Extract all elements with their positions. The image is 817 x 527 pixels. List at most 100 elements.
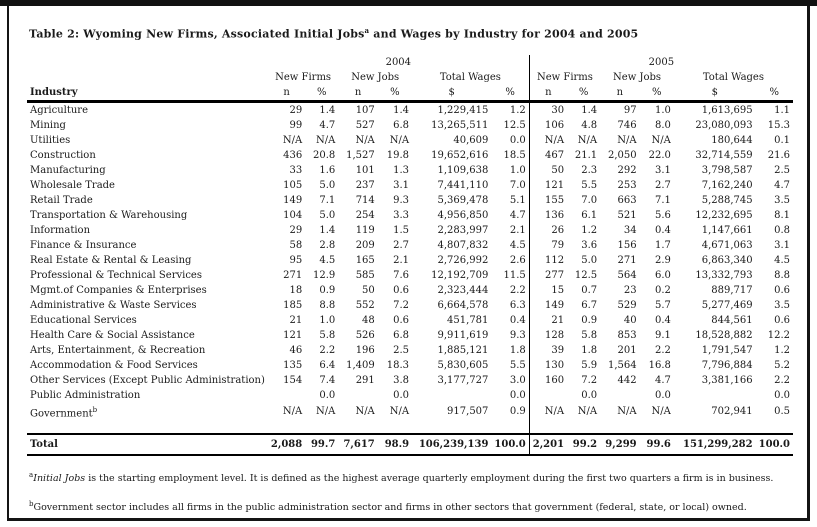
unit-header-pct: %	[491, 84, 530, 103]
value-cell	[674, 388, 756, 403]
value-cell	[338, 388, 377, 403]
footnote-a-marker: a	[29, 470, 34, 479]
value-cell: 165	[355, 254, 375, 266]
industry-cell: Transportation & Warehousing	[30, 209, 188, 221]
industry-cell: Public Administration	[30, 389, 141, 401]
value-cell: 291	[355, 374, 375, 386]
value-cell: 0.6	[393, 314, 410, 326]
value-cell: 2,283,997	[437, 224, 489, 236]
value-cell: 5.9	[581, 359, 598, 371]
value-cell: 34	[623, 224, 637, 236]
industry-cell: Other Services (Except Public Administra…	[30, 374, 265, 386]
col-header-total-wages-2005: Total Wages	[702, 71, 764, 83]
value-cell: 12,192,709	[431, 269, 489, 281]
value-cell: 79	[528, 237, 568, 253]
value-cell: 2.2	[509, 284, 526, 296]
value-cell: 3.0	[509, 374, 526, 386]
footnote-a: aInitial Jobs is the starting employment…	[29, 469, 793, 485]
value-cell: 5,369,478	[437, 194, 489, 206]
value-cell: 12.5	[574, 269, 598, 281]
table-row: Information 29 1.4 119 1.5 2,283,997 2.1 26 1.2 3…	[27, 222, 793, 238]
table-row: Mgmt.of Companies & Enterprises 18 0.9 50 0.…	[27, 282, 793, 298]
industry-cell: Health Care & Social Assistance	[30, 329, 195, 341]
value-cell: 21.1	[574, 149, 598, 161]
value-cell: 4,807,832	[437, 239, 489, 251]
value-cell: 1.2	[581, 224, 598, 236]
value-cell: 21	[289, 314, 303, 326]
value-cell: 5,830,605	[437, 359, 489, 371]
value-cell: 2,323,444	[437, 284, 489, 296]
industry-cell: Wholesale Trade	[30, 179, 115, 191]
value-cell: 1.3	[393, 164, 410, 176]
value-cell: 1.8	[509, 344, 526, 356]
value-cell: 7.1	[654, 194, 671, 206]
value-cell: 5.5	[581, 179, 598, 191]
value-cell: 4.7	[509, 209, 526, 221]
value-cell: 6.8	[393, 329, 410, 341]
value-cell: 2.1	[393, 254, 410, 266]
value-cell: 7.1	[319, 194, 336, 206]
value-cell: 13,332,793	[695, 269, 753, 281]
value-cell: N/A	[355, 134, 375, 146]
value-cell: N/A	[617, 134, 637, 146]
value-cell: 3.6	[581, 239, 598, 251]
value-cell: N/A	[282, 406, 303, 418]
industry-wages-table: 2004 2005 New Firms New Jobs Total Wages…	[27, 54, 793, 456]
total-value-cell: 99.6	[639, 432, 674, 456]
industry-cell: Arts, Entertainment, & Recreation	[30, 344, 206, 356]
value-cell: 1,564	[607, 359, 637, 371]
value-cell: 58	[289, 239, 303, 251]
industry-cell: Mining	[30, 119, 66, 131]
value-cell: 0.4	[509, 314, 526, 326]
value-cell: 6.1	[581, 209, 598, 221]
value-cell: 149	[283, 194, 303, 206]
value-cell: 19,652,616	[431, 149, 489, 161]
total-value-cell: 7,617	[338, 432, 378, 456]
industry-cell: Manufacturing	[30, 164, 106, 176]
unit-header-pct: %	[755, 84, 793, 103]
value-cell: 2.8	[319, 239, 336, 251]
value-cell: 3.1	[654, 164, 671, 176]
value-cell: 2.5	[774, 164, 790, 176]
value-cell: 552	[355, 299, 375, 311]
table-row: Other Services (Except Public Administra…	[27, 372, 793, 388]
value-cell: 30	[528, 101, 568, 118]
value-cell: 6.3	[509, 299, 526, 311]
value-cell: 5.1	[509, 194, 526, 206]
value-cell: 0.2	[654, 284, 671, 296]
value-cell: 12.5	[503, 119, 526, 131]
value-cell: 149	[528, 297, 568, 313]
value-cell: N/A	[315, 134, 336, 146]
value-cell: 2.2	[774, 374, 790, 386]
table-row: Educational Services 21 1.0 48 0.6 451,781 0.4…	[27, 312, 793, 328]
value-cell: 3.1	[774, 239, 790, 251]
value-cell: 4.7	[654, 374, 671, 386]
value-cell: 2.2	[654, 344, 671, 356]
table-row: Construction 436 20.8 1,527 19.8 19,652,616 18…	[27, 147, 793, 163]
footnote-b-marker: b	[29, 500, 34, 509]
value-cell: 9.1	[654, 329, 671, 341]
value-cell: 1.6	[319, 164, 336, 176]
value-cell: 5,288,745	[701, 194, 753, 206]
value-cell: 5.0	[319, 209, 336, 221]
value-cell: N/A	[651, 134, 671, 146]
col-header-new-jobs-2004: New Jobs	[351, 71, 400, 83]
value-cell: 18.5	[503, 149, 526, 161]
value-cell: 0.7	[581, 284, 598, 296]
value-cell: 32,714,559	[695, 149, 753, 161]
value-cell: 18,528,882	[695, 329, 753, 341]
value-cell: 1,527	[346, 149, 375, 161]
value-cell: 526	[355, 329, 375, 341]
value-cell: 714	[355, 194, 375, 206]
value-cell: 0.5	[774, 406, 790, 418]
value-cell: N/A	[282, 134, 303, 146]
value-cell: 4.7	[774, 179, 790, 191]
value-cell: 29	[289, 224, 303, 236]
value-cell: 13,265,511	[431, 119, 489, 131]
industry-cell: Agriculture	[30, 104, 88, 116]
value-cell: 160	[528, 372, 568, 388]
industry-cell: Information	[30, 224, 91, 236]
value-cell: 1.4	[319, 104, 336, 116]
table-row: Utilities N/A N/A N/A N/A 40,609 0.0 N/A N/A N/A N…	[27, 132, 793, 148]
value-cell: 0.6	[774, 284, 790, 296]
